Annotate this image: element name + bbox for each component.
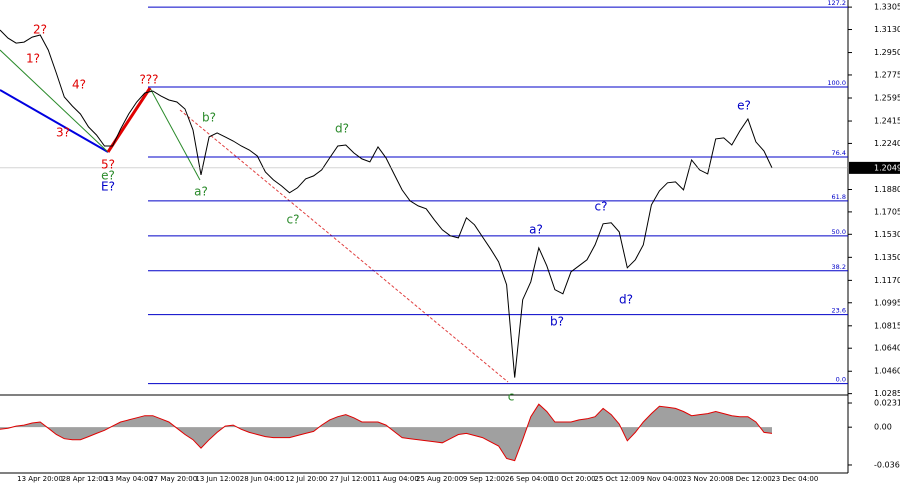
y-tick-label: 1.0995 — [874, 298, 900, 307]
x-tick-label: 28 Apr 12:00 — [62, 475, 108, 483]
y-tick-label: 1.0640 — [874, 344, 900, 353]
x-tick-label: 9 Sep 12:00 — [463, 475, 505, 483]
wave-label: e? — [101, 169, 115, 183]
wave-label: d? — [619, 293, 633, 307]
y-tick-label: 1.1350 — [874, 253, 900, 262]
y-tick-label: 0.02314 — [874, 399, 900, 408]
fib-label: 50.0 — [832, 228, 846, 236]
y-tick-label: 1.1170 — [874, 276, 900, 285]
oscillator-line — [0, 403, 773, 462]
y-tick-label: 1.1530 — [874, 230, 900, 239]
x-tick-label: 9 Nov 04:00 — [640, 475, 683, 483]
x-tick-label: 25 Aug 20:00 — [416, 475, 463, 483]
fib-label: 76.4 — [832, 149, 846, 157]
y-tick-label: 1.2415 — [874, 117, 900, 126]
x-tick-label: 13 May 04:00 — [105, 475, 153, 483]
y-tick-label: 1.3305 — [874, 3, 900, 12]
x-tick-label: 28 Jun 04:00 — [240, 475, 284, 483]
wave-label: 4? — [72, 78, 86, 92]
x-tick-label: 26 Sep 04:00 — [505, 475, 552, 483]
y-tick-label: 1.3130 — [874, 25, 900, 34]
fib-label: 61.8 — [832, 193, 846, 201]
x-tick-label: 12 Jul 20:00 — [285, 475, 327, 483]
wave-label: 1? — [26, 52, 40, 66]
trend-line — [179, 109, 509, 383]
wave-label: e? — [737, 99, 751, 113]
x-tick-label: 27 Jul 12:00 — [330, 475, 372, 483]
x-tick-label: 13 Apr 20:00 — [17, 475, 63, 483]
x-tick-label: 23 Dec 04:00 — [771, 475, 818, 483]
fib-label: 127.2 — [827, 0, 846, 7]
wave-label: E? — [101, 180, 115, 194]
wave-label: a? — [194, 185, 208, 199]
wave-label: c — [508, 390, 515, 404]
wave-label: b? — [550, 315, 564, 329]
y-tick-label: 1.2775 — [874, 70, 900, 79]
wave-label: d? — [335, 122, 349, 136]
y-tick-label: 1.1880 — [874, 185, 900, 194]
fib-label: 38.2 — [832, 263, 846, 271]
x-tick-label: 23 Nov 20:00 — [682, 475, 729, 483]
wave-label: c? — [287, 213, 300, 227]
x-tick-label: 13 Jun 12:00 — [195, 475, 239, 483]
y-tick-label: 1.2595 — [874, 93, 900, 102]
trend-line — [0, 49, 109, 153]
y-tick-label: 1.0285 — [874, 389, 900, 398]
wave-label: b? — [202, 111, 216, 125]
y-tick-label: 0.00 — [874, 423, 892, 432]
wave-label: a? — [529, 223, 543, 237]
y-tick-label: -0.03619 — [874, 460, 900, 469]
last-price-box — [849, 161, 900, 174]
trend-line — [149, 87, 201, 181]
wave-label: 3? — [56, 126, 70, 140]
x-tick-label: 8 Dec 12:00 — [729, 475, 772, 483]
fib-label: 100.0 — [827, 79, 846, 87]
y-tick-label: 1.2240 — [874, 139, 900, 148]
price-line — [0, 29, 773, 378]
wave-label: c? — [595, 200, 608, 214]
x-tick-label: 25 Oct 12:00 — [594, 475, 640, 483]
y-tick-label: 1.1705 — [874, 207, 900, 216]
fib-label: 0.0 — [836, 376, 846, 384]
wave-label: 2? — [33, 23, 47, 37]
last-price-label: 1.2049 — [874, 163, 900, 172]
fib-label: 23.6 — [832, 307, 846, 315]
y-tick-label: 1.0815 — [874, 321, 900, 330]
x-tick-label: 11 Aug 04:00 — [372, 475, 419, 483]
x-tick-label: 27 May 20:00 — [149, 475, 197, 483]
y-tick-label: 1.2950 — [874, 48, 900, 57]
wave-label: 5? — [101, 158, 115, 172]
trend-line — [0, 89, 109, 153]
y-tick-label: 1.0460 — [874, 367, 900, 376]
wave-label: ??? — [139, 73, 158, 87]
x-tick-label: 10 Oct 20:00 — [550, 475, 596, 483]
